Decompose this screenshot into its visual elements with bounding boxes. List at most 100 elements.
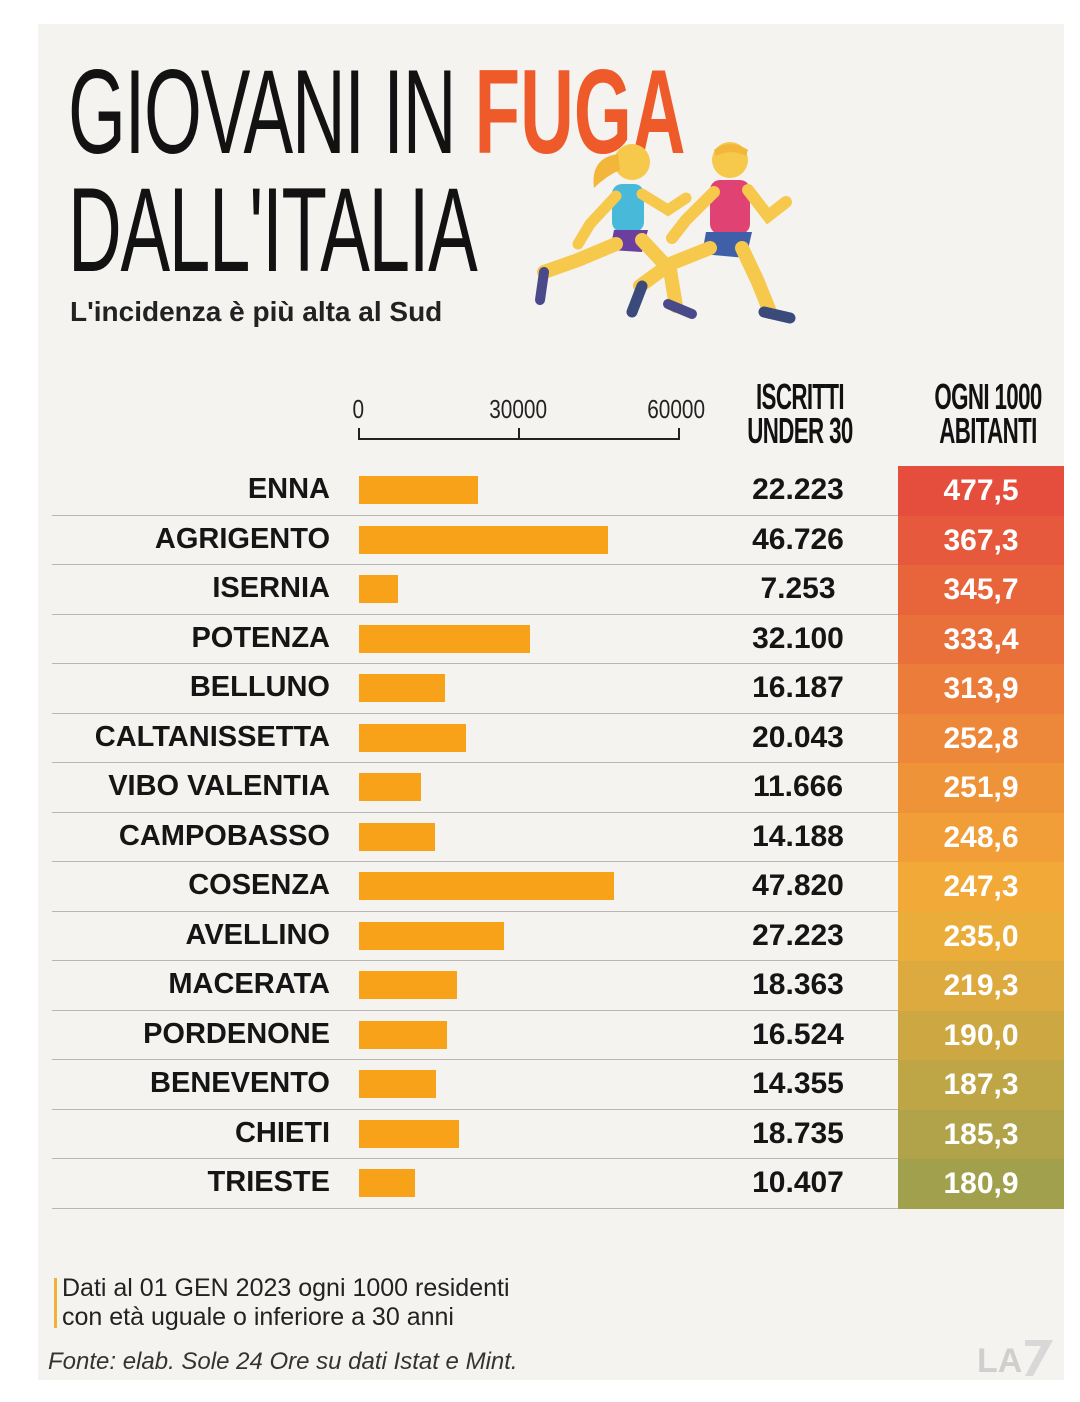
province-label: CAMPOBASSO	[118, 819, 330, 852]
table-row: 247,3 COSENZA 47.820	[0, 862, 1064, 912]
row-divider	[52, 762, 898, 763]
subtitle: L'incidenza è più alta al Sud	[70, 296, 443, 327]
rate-label: 477,5	[943, 474, 1019, 507]
count-label: 18.363	[752, 968, 844, 1001]
province-label: VIBO VALENTIA	[108, 770, 330, 802]
count-label: 46.726	[752, 522, 844, 556]
rate-label: 333,4	[943, 622, 1019, 656]
bar	[359, 525, 609, 554]
table-row: 345,7 ISERNIA 7.253	[0, 565, 1064, 615]
count-label: 47.820	[752, 869, 844, 902]
bar	[359, 1169, 415, 1197]
bar	[359, 872, 615, 900]
infographic-card	[38, 24, 1064, 1380]
row-divider	[52, 1009, 898, 1011]
axis	[358, 428, 680, 440]
rate-cell: 248,6	[898, 812, 1064, 862]
count-label: 18.735	[752, 1116, 844, 1150]
rate-cell: 187,3	[898, 1060, 1064, 1110]
title-accent: FUGA	[474, 45, 686, 179]
bar	[359, 723, 466, 752]
row-divider	[52, 712, 898, 714]
bar	[359, 624, 531, 653]
count-label: 16.524	[752, 1017, 844, 1051]
bar	[359, 1020, 448, 1049]
table-row: 187,3 BENEVENTO 14.355	[0, 1060, 1064, 1110]
bar	[359, 575, 398, 603]
rate-cell: 333,4	[898, 614, 1064, 664]
rate-cell: 313,9	[898, 664, 1064, 714]
province-label: ISERNIA	[212, 572, 330, 604]
count-label: 16.187	[752, 671, 844, 704]
rate-label: 219,3	[943, 969, 1019, 1002]
rate-label: 190,0	[943, 1018, 1019, 1052]
row-divider	[52, 514, 898, 516]
table-row: 219,3 MACERATA 18.363	[0, 961, 1064, 1011]
rate-label: 180,9	[943, 1167, 1019, 1200]
province-label: POTENZA	[191, 621, 330, 654]
row-divider	[52, 811, 898, 813]
count-label: 27.223	[752, 918, 844, 952]
province-label: MACERATA	[168, 968, 330, 1000]
row-divider	[52, 1108, 898, 1110]
row-divider	[52, 960, 898, 961]
province-label: TRIESTE	[207, 1166, 330, 1198]
rate-cell: 247,3	[898, 862, 1064, 912]
bar	[359, 921, 505, 950]
footnote-line-2: con età uguale o inferiore a 30 anni	[62, 1303, 454, 1331]
table-row: 185,3 CHIETI 18.735	[0, 1109, 1064, 1159]
table-row: 190,0 PORDENONE 16.524	[0, 1010, 1064, 1060]
table-row: 235,0 AVELLINO 27.223	[0, 911, 1064, 961]
column-header-count: ISCRITTI UNDER 30	[738, 379, 862, 451]
column-header-rate-line1: OGNI 1000	[934, 376, 1042, 417]
running-people-icon	[535, 142, 796, 324]
row-divider	[52, 1207, 898, 1209]
rate-label: 247,3	[943, 870, 1019, 903]
table-row: 248,6 CAMPOBASSO 14.188	[0, 812, 1064, 862]
count-label: 7.253	[760, 572, 836, 605]
province-label: ENNA	[247, 473, 330, 505]
rate-label: 235,0	[943, 919, 1019, 953]
table-row: 367,3 AGRIGENTO 46.726	[0, 515, 1064, 565]
rate-cell: 180,9	[898, 1159, 1064, 1209]
column-header-rate: OGNI 1000 ABITANTI	[926, 376, 1050, 451]
table-row: 180,9 TRIESTE 10.407	[0, 1159, 1064, 1209]
la7-logo-icon: LA	[977, 1340, 1053, 1378]
row-divider	[52, 564, 898, 565]
count-label: 32.100	[752, 621, 844, 655]
bar	[359, 1119, 459, 1148]
rate-label: 251,9	[943, 771, 1019, 804]
province-label: BENEVENTO	[150, 1067, 330, 1099]
rate-cell: 345,7	[898, 565, 1064, 615]
bar	[359, 971, 457, 999]
rate-cell: 235,0	[898, 911, 1064, 961]
rate-label: 187,3	[943, 1068, 1019, 1101]
province-label: AVELLINO	[185, 918, 330, 951]
province-label: COSENZA	[188, 869, 330, 901]
footnote-line-1: Dati al 01 GEN 2023 ogni 1000 residenti	[62, 1274, 510, 1302]
bar	[359, 674, 446, 702]
count-label: 20.043	[752, 720, 844, 754]
table-row: 252,8 CALTANISSETTA 20.043	[0, 713, 1064, 763]
bar	[359, 773, 422, 801]
row-divider	[52, 861, 898, 862]
svg-text:LA: LA	[977, 1342, 1022, 1378]
rate-label: 313,9	[943, 672, 1019, 705]
province-label: BELLUNO	[189, 671, 330, 703]
count-label: 11.666	[752, 770, 844, 803]
row-divider	[52, 1059, 898, 1060]
axis-tick-label-0: 0	[352, 394, 365, 424]
rate-label: 252,8	[943, 721, 1019, 755]
rate-label: 345,7	[943, 573, 1019, 606]
table-row: 333,4 POTENZA 32.100	[0, 614, 1064, 664]
title-line-2: DALL'ITALIA	[68, 163, 478, 297]
column-header-count-line2: UNDER 30	[747, 410, 853, 451]
rate-cell: 367,3	[898, 515, 1064, 565]
table-row: 313,9 BELLUNO 16.187	[0, 664, 1064, 714]
note-accent-bar	[54, 1278, 57, 1328]
count-label: 22.223	[752, 473, 844, 506]
row-divider	[52, 613, 898, 615]
rate-cell: 251,9	[898, 763, 1064, 813]
column-header-rate-line2: ABITANTI	[939, 410, 1037, 451]
rate-cell: 219,3	[898, 961, 1064, 1011]
